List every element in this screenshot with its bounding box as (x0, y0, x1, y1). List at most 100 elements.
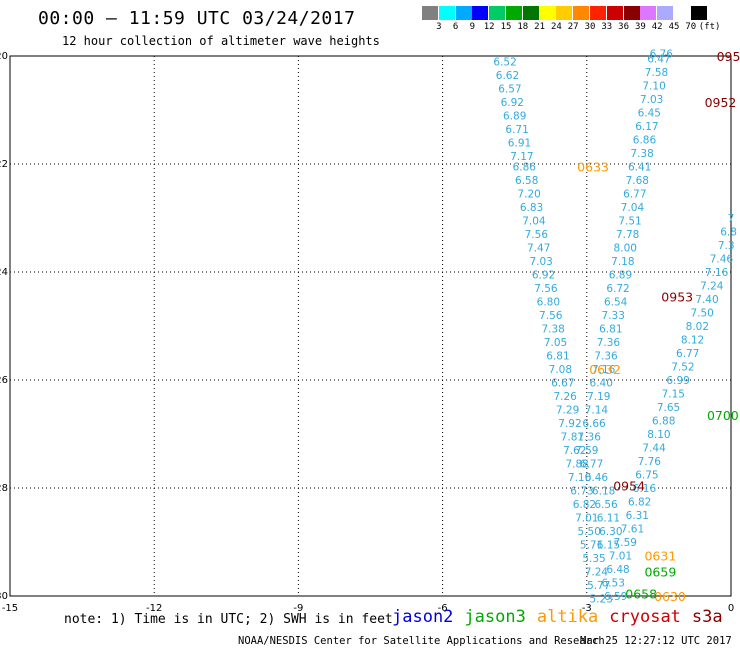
data-point-label: 6.15 (597, 540, 620, 552)
data-point-label: 7.05 (544, 337, 567, 349)
colorbar-label: 42 (651, 22, 663, 32)
colorbar-swatch (674, 6, 690, 20)
x-tick-label: 0 (728, 603, 734, 614)
chart-title: 00:00 — 11:59 UTC 03/24/2017 (38, 8, 356, 29)
data-point-label: 7.04 (621, 202, 645, 214)
legend-entry-altika: altika (536, 607, 599, 627)
x-tick-label: -12 (146, 603, 162, 614)
data-point-label: 7.56 (525, 229, 549, 241)
data-point-label: 6.75 (635, 470, 658, 482)
colorbar-swatch (556, 6, 573, 20)
footer-timestamp: Mar 25 12:27:12 UTC 2017 (580, 635, 732, 647)
data-point-label: 7.01 (575, 513, 598, 525)
data-point-label: 7.40 (695, 294, 718, 306)
colorbar-unit: (ft) (698, 22, 721, 32)
pass-time-annotation: 0633 (577, 160, 609, 175)
data-point-label: 7.36 (578, 432, 602, 444)
colorbar-swatch (606, 6, 623, 20)
data-point-label: 7.38 (541, 324, 564, 336)
y-tick-label: -28 (0, 483, 8, 494)
pass-time-annotation: 0631 (644, 549, 676, 564)
data-point-label: 6.17 (635, 121, 658, 133)
data-point-label: 7.44 (642, 443, 666, 455)
colorbar-label: 39 (634, 22, 646, 32)
data-point-label: 6.66 (582, 418, 606, 430)
data-point-label: 5.35 (582, 553, 605, 565)
data-point-label: 7.62 (563, 445, 586, 457)
data-point-label: 6.46 (585, 472, 609, 484)
data-point-label: 7.65 (657, 402, 680, 414)
data-point-label: 6.99 (666, 375, 689, 387)
data-point-label: 6.16 (633, 483, 657, 495)
colorbar-swatch (506, 6, 522, 20)
data-point-label: 6.92 (501, 97, 524, 109)
data-point-label: 5.71 (580, 540, 603, 552)
colorbar-swatch (690, 6, 707, 20)
colorbar-swatch (590, 6, 606, 20)
data-point-label: 6.89 (503, 110, 526, 122)
data-point-label: 7.51 (618, 216, 641, 228)
pass-time-annotation: 0630 (654, 589, 686, 604)
data-point-label: 6.59 (604, 591, 627, 603)
colorbar-label: 6 (452, 22, 459, 32)
data-point-label: 6.40 (590, 378, 613, 390)
colorbar-swatch (573, 6, 590, 20)
data-point-label: 7.36 (597, 337, 621, 349)
data-point-label: 7.36 (594, 351, 618, 363)
colorbar-label: 70 (685, 22, 697, 32)
colorbar-swatch (438, 6, 455, 20)
data-point-label: 7.47 (527, 243, 550, 255)
colorbar-swatch (657, 6, 674, 20)
data-point-label: 6.18 (592, 486, 615, 498)
data-point-label: 6.48 (606, 564, 629, 576)
data-point-label: 7.19 (587, 391, 610, 403)
data-point-label: 6.72 (606, 283, 629, 295)
colorbar-label: 45 (668, 22, 680, 32)
data-point-label: 7.01 (609, 551, 632, 563)
y-tick-label: -20 (0, 51, 8, 62)
data-point-label: 7.88 (565, 459, 588, 471)
pass-time-annotation: 0952 (705, 95, 737, 110)
colorbar-label: 30 (584, 22, 596, 32)
data-point-label: 7.59 (614, 537, 637, 549)
data-point-label: 6.57 (498, 83, 521, 95)
data-point-label: 7.04 (522, 216, 546, 228)
x-tick-label: -9 (293, 603, 303, 614)
data-point-label: 6.82 (628, 497, 651, 509)
data-point-label: 7.59 (575, 445, 598, 457)
data-point-label: 6.73 (570, 486, 593, 498)
pass-time-annotation: 0658 (625, 586, 657, 601)
data-point-label: 6.81 (599, 324, 622, 336)
pass-time-annotation: 0953 (661, 289, 693, 304)
data-point-label: 7.08 (549, 364, 572, 376)
data-point-label: 7.18 (611, 256, 634, 268)
colorbar-swatch (640, 6, 657, 20)
data-point-label: 7.58 (645, 67, 668, 79)
colorbar-label: 24 (550, 22, 562, 32)
colorbar-label: 12 (483, 22, 495, 32)
plot-frame (9, 55, 732, 597)
data-point-label: 6.86 (513, 162, 537, 174)
colorbar-swatch (422, 6, 438, 20)
colorbar-label: 36 (618, 22, 630, 32)
data-point-label: 7.61 (621, 524, 644, 536)
data-point-label: 7.56 (539, 310, 563, 322)
x-tick-label: -6 (438, 603, 448, 614)
data-point-label: 7.16 (705, 267, 729, 279)
data-point-label: 6.80 (537, 297, 560, 309)
data-point-label: 6.53 (602, 578, 625, 590)
data-point-label: 6.77 (676, 348, 699, 360)
colorbar-label: 18 (517, 22, 529, 32)
footer-credit: NOAA/NESDIS Center for Satellite Applica… (238, 635, 605, 647)
data-point-label: 6.82 (573, 499, 596, 511)
data-point-label: 6.11 (597, 513, 620, 525)
data-point-label: 6.71 (505, 124, 528, 136)
data-point-label: 7.15 (662, 389, 685, 401)
legend-entry-jason2: jason2 (392, 607, 454, 627)
data-point-label: 8.10 (647, 429, 670, 441)
data-point-label: 7.92 (558, 418, 581, 430)
data-point-label: 6.83 (520, 202, 543, 214)
y-tick-label: -26 (0, 375, 8, 386)
